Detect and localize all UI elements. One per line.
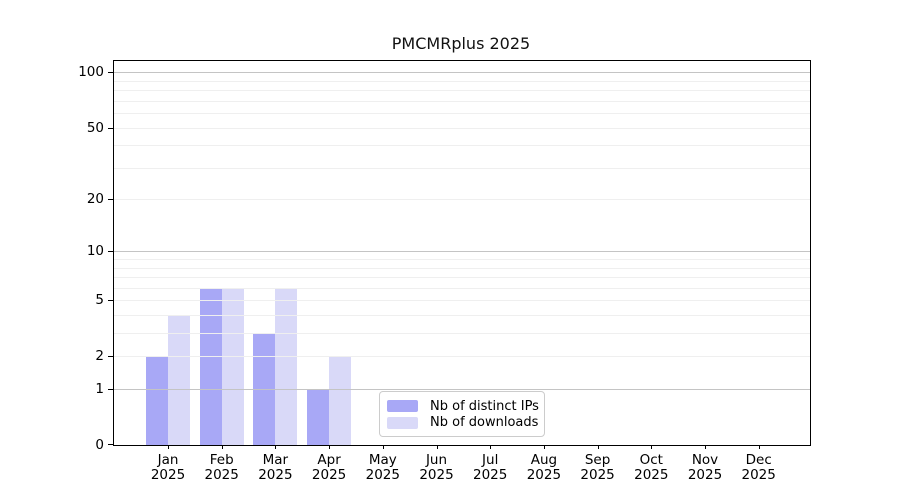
x-tick-label: Oct 2025 (634, 452, 669, 483)
y-tick (108, 127, 113, 129)
x-tick-label: Dec 2025 (741, 452, 776, 483)
x-tick (597, 445, 599, 449)
major-gridline (114, 389, 810, 390)
x-tick (329, 445, 331, 449)
x-tick-label: Jan 2025 (150, 452, 186, 483)
legend: Nb of distinct IPs Nb of downloads (379, 391, 545, 437)
y-tick-label: 0 (95, 437, 104, 453)
y-tick-label: 20 (86, 191, 104, 208)
x-tick-label: Aug 2025 (526, 452, 562, 483)
minor-gridline (114, 90, 810, 92)
bars-layer (114, 61, 810, 445)
x-tick (436, 445, 438, 449)
minor-gridline (114, 300, 810, 302)
y-tick-label: 1 (95, 381, 104, 397)
x-tick (168, 445, 169, 449)
legend-item-downloads: Nb of downloads (387, 415, 539, 432)
y-tick (108, 72, 113, 74)
x-tick (543, 445, 545, 449)
major-gridline (114, 251, 810, 253)
y-tick-label: 100 (78, 64, 104, 81)
x-tick-label: Sep 2025 (580, 452, 615, 483)
x-tick-label: Apr 2025 (311, 452, 347, 483)
minor-gridline (114, 277, 810, 279)
x-tick (758, 445, 760, 449)
y-tick-label: 50 (86, 119, 104, 136)
bar-downloads-jan (168, 315, 190, 445)
bar-distinct-ips-mar (253, 333, 276, 445)
x-tick-label: Nov 2025 (687, 452, 723, 483)
legend-label-downloads: Nb of downloads (430, 415, 539, 431)
minor-gridline (114, 315, 810, 317)
bar-distinct-ips-feb (199, 287, 222, 445)
x-tick (221, 445, 223, 449)
y-tick (108, 356, 113, 358)
x-tick (490, 445, 492, 449)
minor-gridline (114, 259, 810, 261)
minor-gridline (114, 127, 810, 129)
bar-distinct-ips-apr (307, 389, 330, 445)
x-tick-label: Jul 2025 (473, 452, 508, 483)
y-tick (108, 300, 113, 302)
axes-ticks-layer: 0 1 2 5 10 20 50 100 Jan 2025 Feb 2025 Mar 2025 Apr 202… (78, 61, 810, 482)
y-tick-label: 5 (95, 292, 104, 309)
legend-swatch-distinct-ips (387, 400, 418, 413)
minor-gridline (114, 145, 810, 147)
y-tick-label: 10 (86, 243, 104, 260)
gridlines-layer (114, 61, 810, 445)
minor-gridline (114, 287, 810, 289)
minor-gridline (114, 199, 810, 201)
minor-gridline (114, 80, 810, 82)
legend-label-distinct-ips: Nb of distinct IPs (430, 398, 539, 414)
y-tick (108, 389, 113, 390)
bar-downloads-mar (275, 287, 298, 445)
x-tick (705, 445, 706, 449)
y-tick-label: 2 (95, 348, 104, 365)
x-tick (651, 445, 653, 449)
minor-gridline (114, 267, 810, 269)
legend-item-distinct-ips: Nb of distinct IPs (387, 398, 539, 415)
minor-gridline (114, 356, 810, 358)
x-tick (275, 445, 277, 449)
y-tick (108, 444, 113, 445)
minor-gridline (114, 333, 810, 335)
major-gridline (114, 72, 810, 74)
bar-distinct-ips-jan (146, 356, 168, 445)
minor-gridline (114, 100, 810, 102)
x-tick (382, 445, 384, 449)
x-tick-label: Jun 2025 (419, 452, 454, 483)
x-tick-label: May 2025 (365, 452, 400, 483)
minor-gridline (114, 113, 810, 115)
bar-downloads-apr (329, 356, 352, 445)
y-tick (108, 251, 113, 253)
x-tick-label: Mar 2025 (258, 452, 293, 483)
minor-gridline (114, 167, 810, 169)
x-tick-label: Feb 2025 (204, 452, 239, 483)
plot-area: 0 1 2 5 10 20 50 100 Jan 2025 Feb 2025 Mar 2025 Apr 202… (78, 60, 811, 483)
chart-title: PMCMRplus 2025 (391, 34, 531, 53)
legend-swatch-downloads (387, 416, 418, 429)
y-tick (108, 199, 113, 201)
bar-downloads-feb (221, 287, 244, 445)
